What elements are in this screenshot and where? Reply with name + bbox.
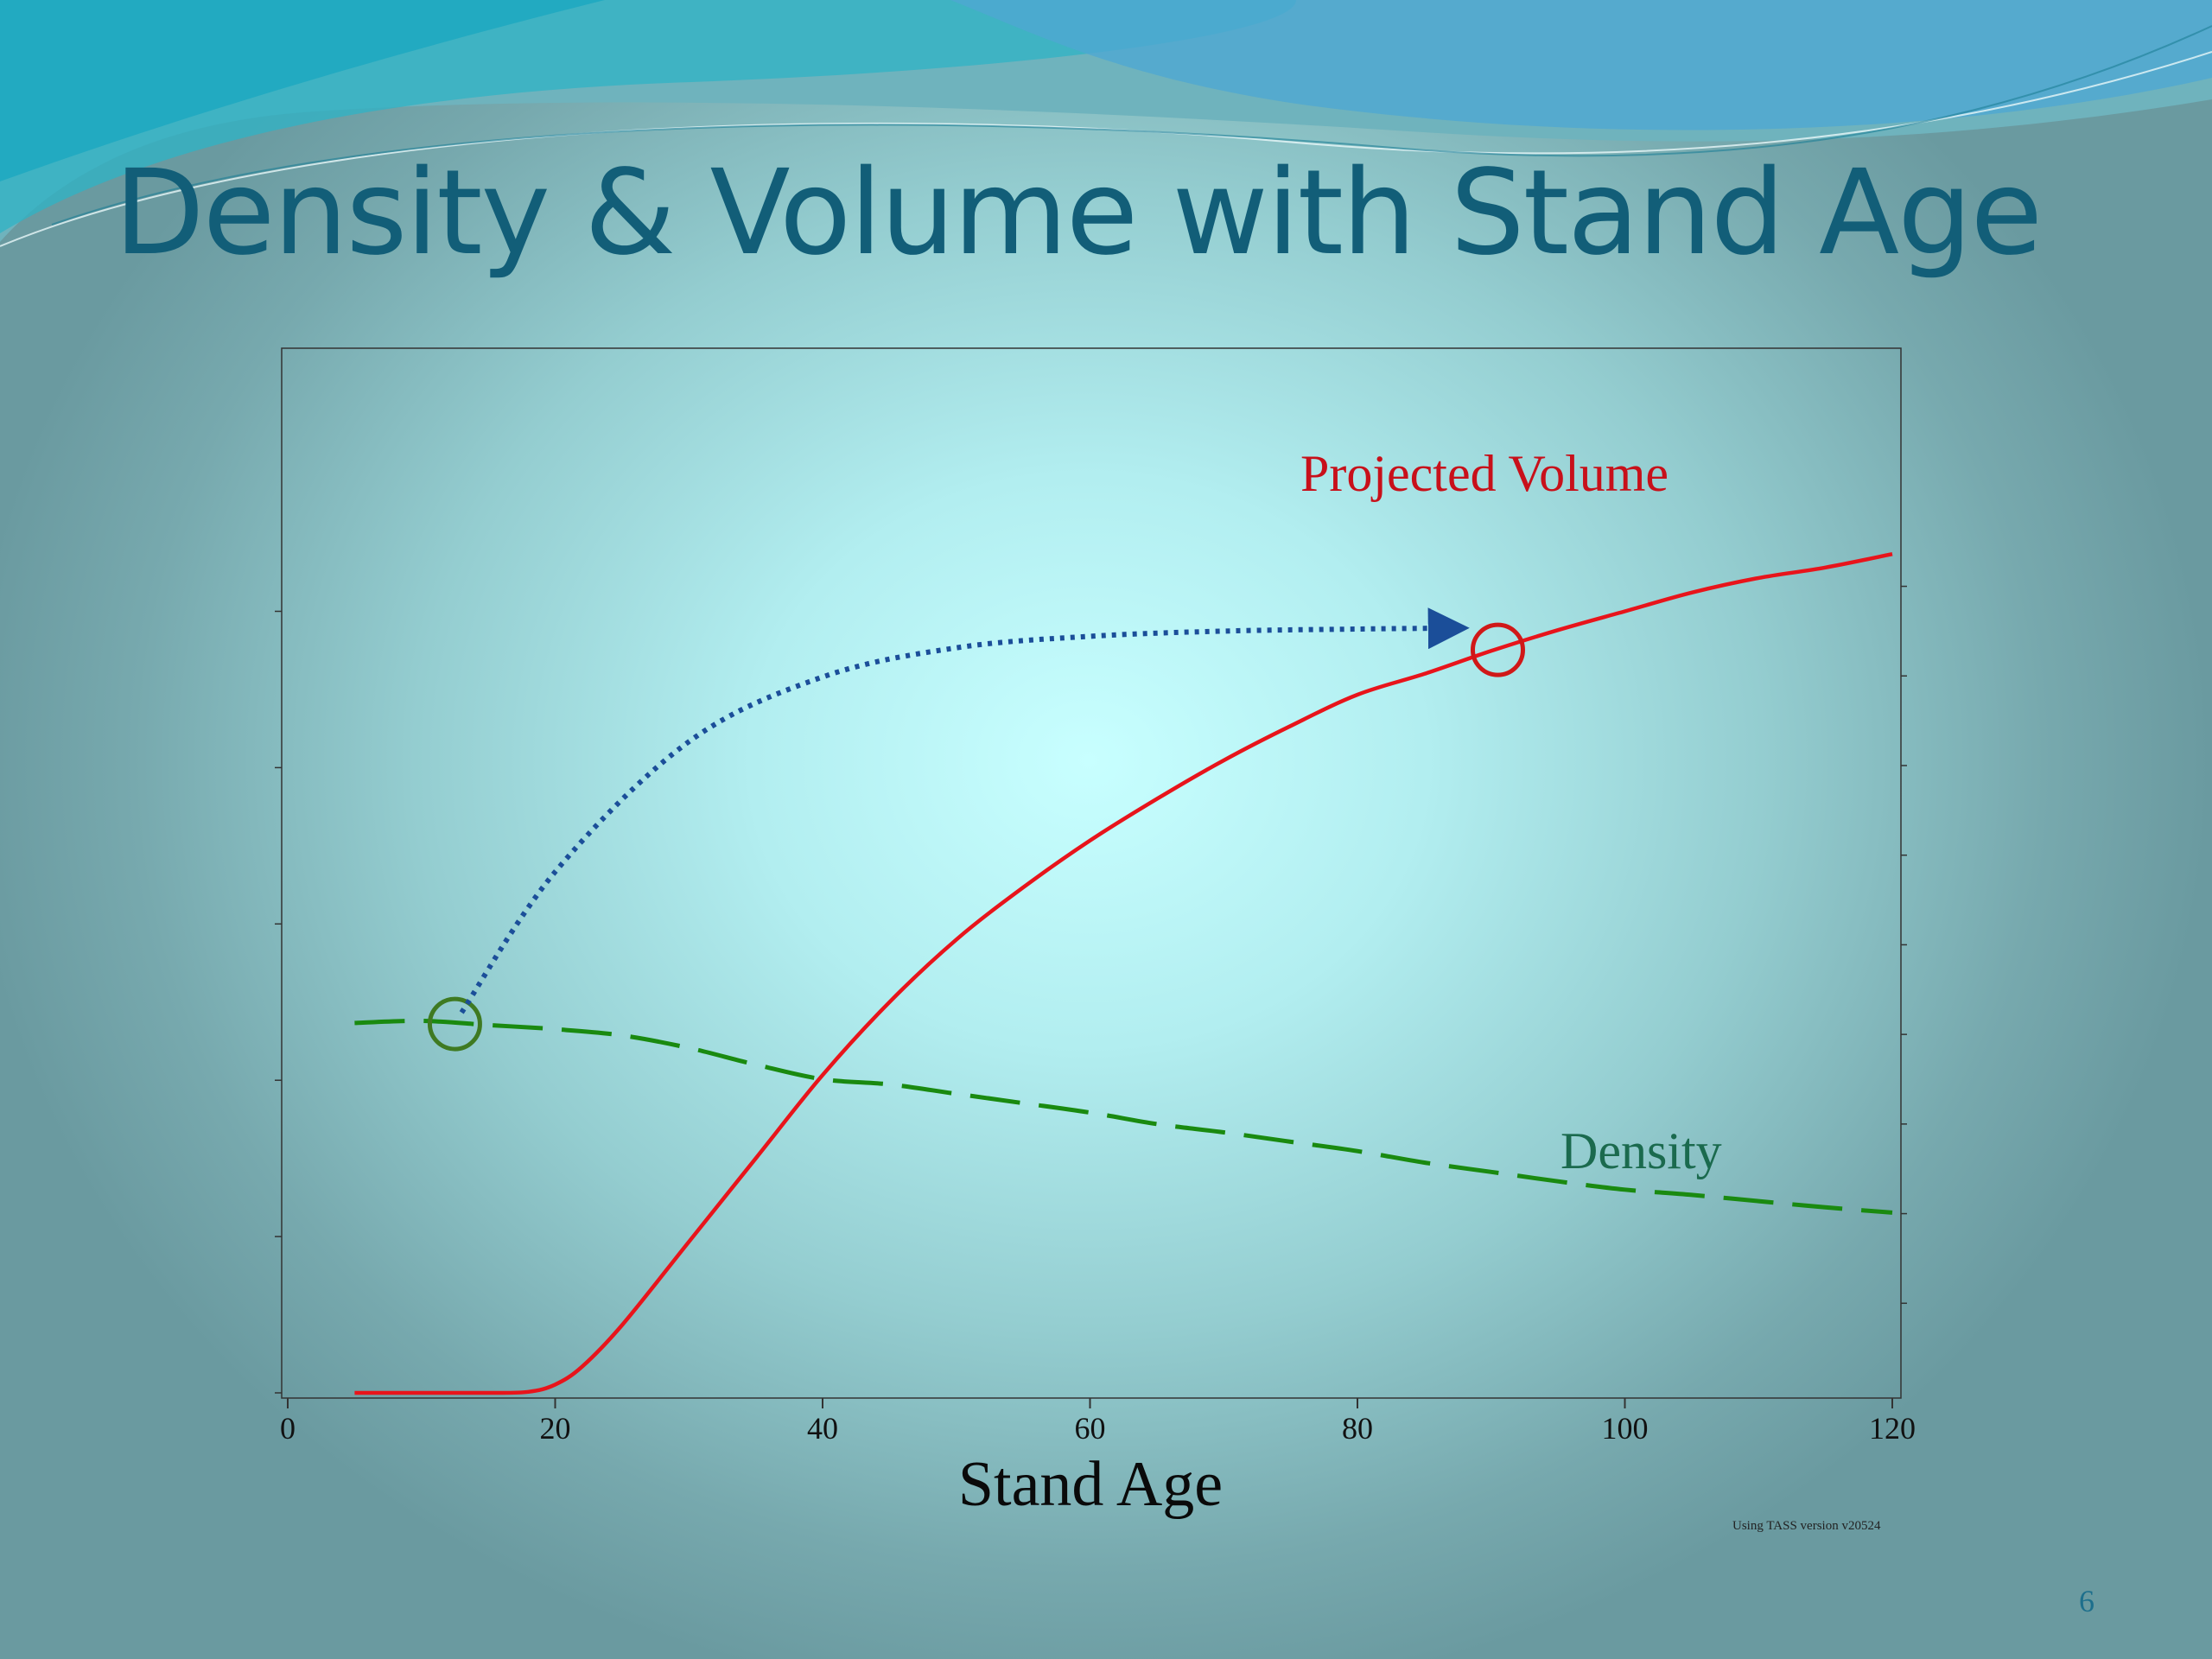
tass-version-note: Using TASS version v20524 [1732,1519,1881,1533]
plot-frame [281,347,1902,1399]
annotation-layer [427,607,1525,1052]
x-tick-label: 20 [540,1411,571,1446]
slide-title: Density & Volume with Stand Age [114,145,2043,282]
highlight-circle [1470,622,1525,677]
x-tick-label: 60 [1075,1411,1106,1446]
x-tick-label: 120 [1869,1411,1916,1446]
x-tick-label: 100 [1602,1411,1649,1446]
x-tick-label: 40 [807,1411,838,1446]
series-line-projected-volume [354,551,1893,1395]
x-axis-ticks: 0 20 40 60 80 100 120 [280,1398,1916,1446]
y-axis-ticks [275,585,1907,1394]
highlight-circle [427,996,482,1052]
x-axis-title: Stand Age [958,1449,1223,1520]
x-tick-label: 0 [280,1411,296,1446]
series-label-projected-volume: Projected Volume [1300,445,1669,502]
series-label-density: Density [1560,1122,1722,1179]
x-tick-label: 80 [1342,1411,1373,1446]
series-line-density [354,1018,1893,1215]
series-layer [354,551,1893,1395]
title-wave-decoration [0,0,2212,247]
page-number: 6 [2079,1584,2094,1618]
projection-arrow [459,607,1470,1014]
